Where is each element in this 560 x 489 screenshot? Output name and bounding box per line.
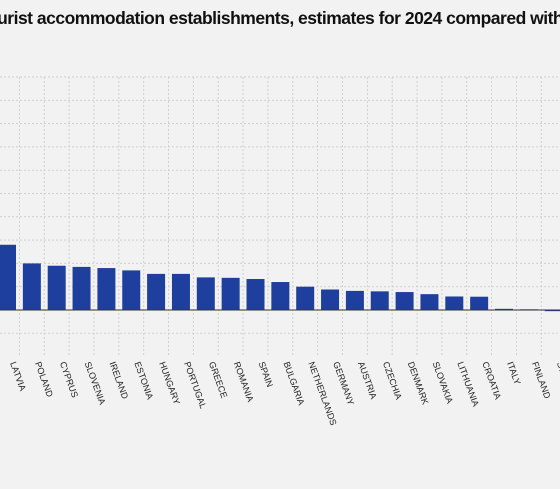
- category-label: LITHUANIA: [455, 360, 480, 408]
- bar-austria: [345, 290, 364, 310]
- category-label: SLOVENIA: [83, 360, 108, 406]
- bar-cyprus: [47, 265, 66, 310]
- bar-czechia: [370, 291, 389, 310]
- bar-denmark: [395, 292, 414, 310]
- category-labels: LATVIA POLAND CYPRUS SLOVENIA IRELAND ESTONIA…: [8, 360, 560, 426]
- bar-slovenia: [72, 266, 91, 310]
- category-label: PORTUGAL: [182, 360, 208, 410]
- category-label: POLAND: [33, 360, 55, 399]
- bar-lithuania: [445, 296, 464, 310]
- category-label: CROATIA: [480, 360, 503, 400]
- bar-bulgaria: [271, 282, 290, 310]
- category-label: SLOVAKIA: [431, 360, 455, 405]
- bar-italy: [495, 308, 513, 310]
- category-label: AUSTRIA: [356, 360, 379, 400]
- category-label: ITALY: [505, 360, 522, 386]
- gridlines: [0, 76, 560, 357]
- category-label: FINLAND: [530, 360, 553, 400]
- category-label: CYPRUS: [58, 360, 80, 399]
- bar-germany: [321, 289, 340, 310]
- category-label: SPAIN: [257, 360, 275, 388]
- bar-croatia: [470, 296, 489, 310]
- category-label: DENMARK: [406, 360, 431, 406]
- category-label: CZECHIA: [381, 360, 404, 401]
- bar-sweden: [544, 310, 560, 312]
- category-label: HUNGARY: [157, 360, 182, 406]
- bar-portugal: [171, 273, 190, 310]
- bar-spain: [246, 279, 265, 310]
- category-label: ROMANIA: [232, 360, 256, 403]
- chart-title: Tourist accommodation establishments, es…: [0, 8, 560, 28]
- bar-slovakia: [420, 294, 439, 310]
- category-label: SWEDEN: [555, 360, 560, 401]
- category-label: ESTONIA: [132, 360, 155, 400]
- category-label: IRELAND: [108, 360, 131, 401]
- bar-ireland: [97, 268, 116, 310]
- bar-poland: [22, 263, 41, 310]
- category-label: BULGARIA: [281, 360, 306, 406]
- category-label: LATVIA: [8, 360, 28, 392]
- bars: [0, 244, 560, 312]
- bar-greece: [196, 277, 215, 310]
- bar-latvia: [0, 244, 16, 310]
- bar-netherlands: [296, 286, 315, 310]
- bar-estonia: [122, 270, 141, 310]
- category-label: GERMANY: [331, 360, 356, 406]
- bar-hungary: [147, 273, 166, 310]
- bar-romania: [221, 277, 240, 310]
- category-label: GREECE: [207, 360, 229, 399]
